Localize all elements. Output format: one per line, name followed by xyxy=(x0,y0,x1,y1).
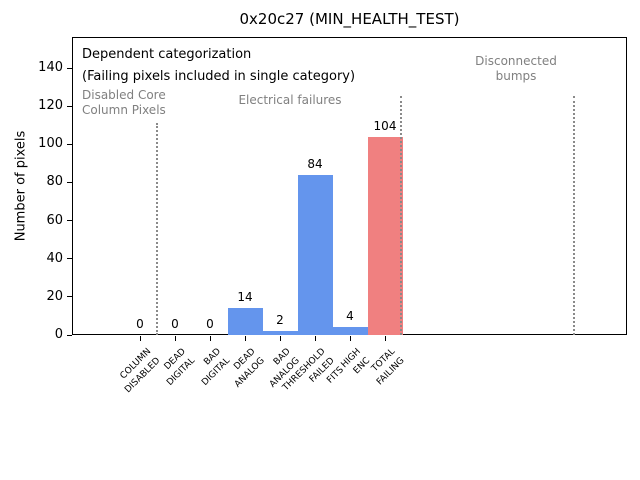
y-tick-mark xyxy=(67,334,72,336)
bar xyxy=(297,174,333,335)
y-tick-mark xyxy=(67,296,72,298)
bar-value-label: 0 xyxy=(136,317,144,331)
x-tick-label: TOTAL FAILING xyxy=(370,346,407,388)
x-tick-mark xyxy=(175,336,176,341)
y-tick-mark xyxy=(67,105,72,107)
bar-value-label: 14 xyxy=(237,290,253,305)
y-tick-mark xyxy=(67,67,72,69)
y-tick-mark xyxy=(67,258,72,260)
region-label-disconnected-bumps: Disconnected bumps xyxy=(475,54,557,83)
y-tick-label: 80 xyxy=(46,174,63,190)
bar xyxy=(332,327,368,335)
y-tick-mark xyxy=(67,220,72,222)
y-tick-label: 20 xyxy=(46,288,63,304)
bar xyxy=(367,136,403,335)
plot-area xyxy=(72,37,627,335)
x-tick-mark xyxy=(315,336,316,341)
chart-title: 0x20c27 (MIN_HEALTH_TEST) xyxy=(239,10,460,28)
y-tick-mark xyxy=(67,181,72,183)
region-separator-line xyxy=(573,96,575,335)
bar-value-label: 0 xyxy=(171,317,179,331)
y-tick-label: 140 xyxy=(38,60,63,76)
region-separator-line xyxy=(400,96,402,335)
bar-value-label: 2 xyxy=(276,313,284,328)
dependent-categorization-note-line1: Dependent categorization xyxy=(82,47,252,62)
bar-value-label: 4 xyxy=(346,309,354,324)
y-tick-label: 100 xyxy=(38,136,63,152)
x-tick-mark xyxy=(140,336,141,341)
x-tick-mark xyxy=(210,336,211,341)
y-tick-label: 0 xyxy=(54,327,63,342)
bar xyxy=(227,308,263,335)
x-tick-mark xyxy=(280,336,281,341)
x-tick-mark xyxy=(350,336,351,341)
y-tick-mark xyxy=(67,143,72,145)
dependent-categorization-note-line2: (Failing pixels included in single categ… xyxy=(82,69,356,84)
y-tick-label: 40 xyxy=(46,250,63,266)
x-tick-mark xyxy=(245,336,246,341)
bar xyxy=(262,331,298,335)
region-label-disabled-core-column-pixels: Disabled Core Column Pixels xyxy=(82,88,166,117)
region-label-electrical-failures: Electrical failures xyxy=(238,93,342,107)
bar-value-label: 0 xyxy=(206,317,214,331)
x-tick-mark xyxy=(385,336,386,341)
bar-value-label: 84 xyxy=(307,156,323,171)
region-separator-line xyxy=(156,123,158,335)
y-tick-label: 60 xyxy=(46,212,63,228)
y-tick-label: 120 xyxy=(38,98,63,114)
bar-value-label: 104 xyxy=(373,118,397,133)
